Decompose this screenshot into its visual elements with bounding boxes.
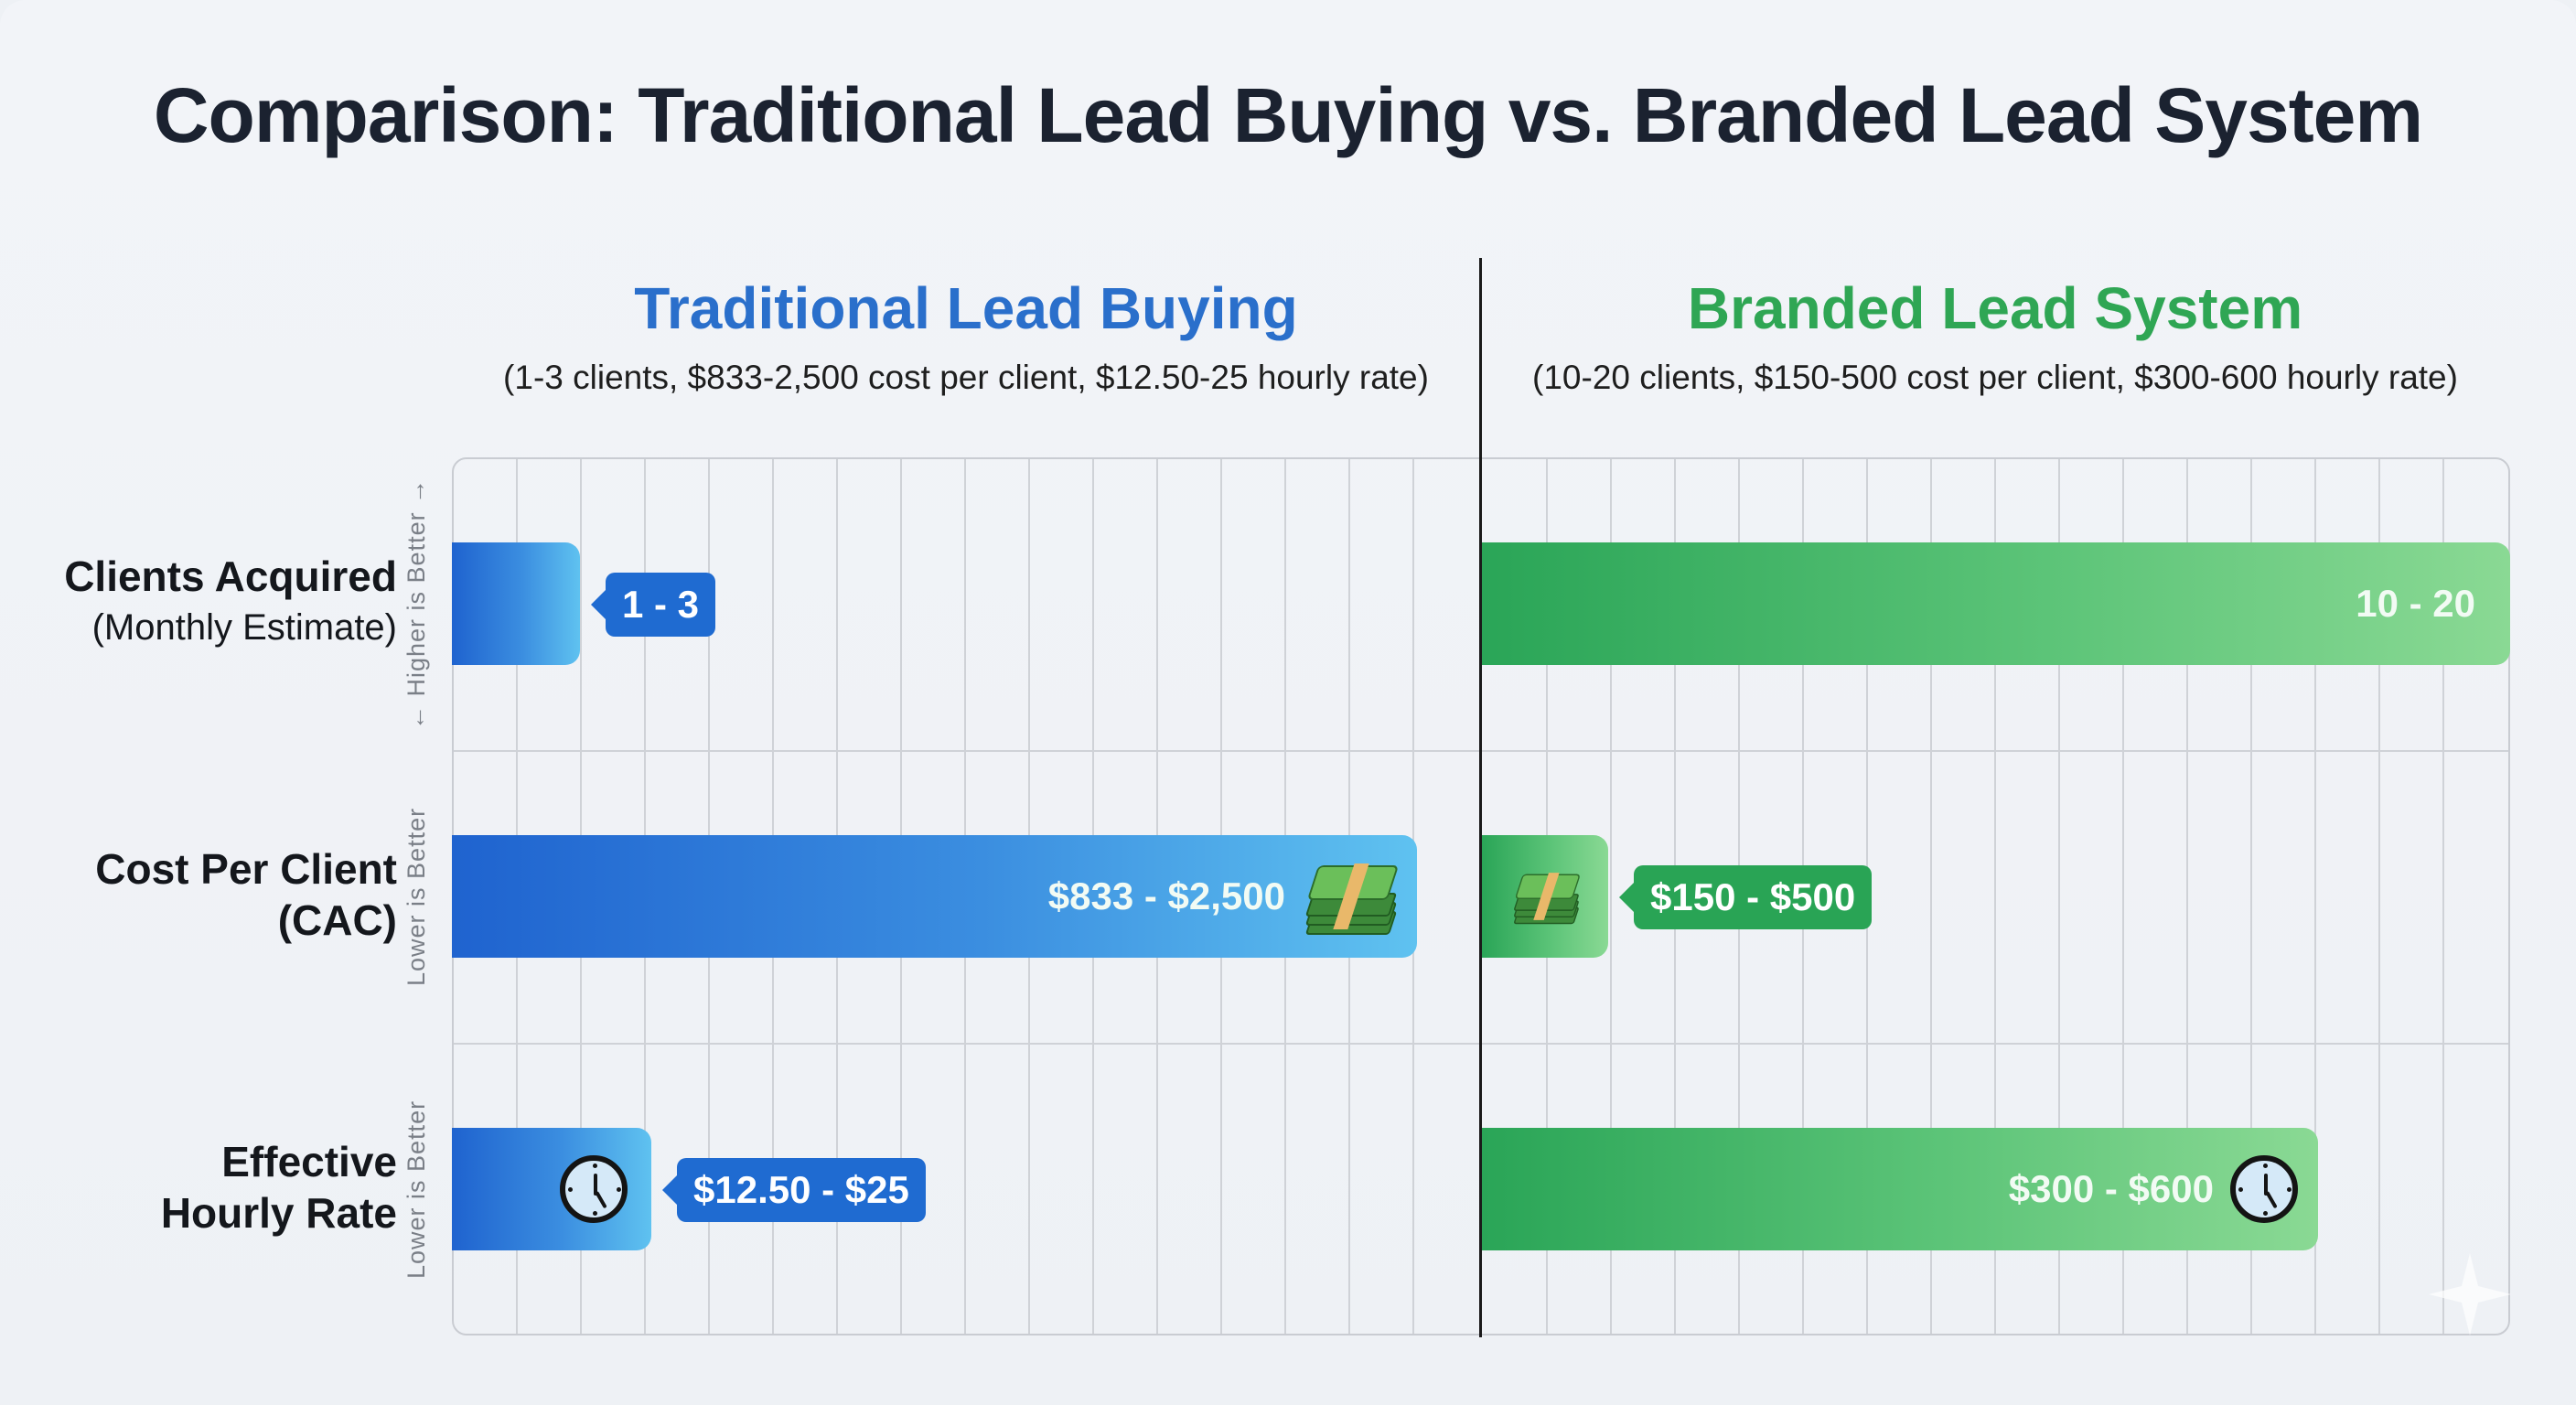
column-subtitle-traditional: (1-3 clients, $833-2,500 cost per client… [503,359,1429,396]
lower-is-better-note-cac: Lower is Better [402,807,430,986]
money-stack-icon [1302,860,1400,935]
column-title-branded: Branded Lead System [1687,275,2303,341]
bar-branded-hourly: $300 - $600 [1482,1128,2318,1250]
bar-traditional-cac: $833 - $2,500 [452,835,1417,958]
column-title-traditional: Traditional Lead Buying [634,275,1298,341]
clock-icon [2230,1155,2298,1223]
callout-traditional-clients: 1 - 3 [590,573,716,637]
clock-icon [560,1155,628,1223]
row-label-cost-per-client: Cost Per Client (CAC) [95,845,397,944]
row-label-effective-hourly-rate: Effective Hourly Rate [160,1138,397,1237]
lower-is-better-note-hourly: Lower is Better [402,1099,430,1279]
bar-branded-cac [1482,835,1608,958]
callout-branded-cac: $150 - $500 [1618,865,1873,929]
row-label-clients-acquired: Clients Acquired (Monthly Estimate) [64,552,397,648]
column-subtitle-branded: (10-20 clients, $150-500 cost per client… [1532,359,2458,396]
higher-is-better-note: ← Higher is Better → [402,477,430,730]
money-stack-icon [1511,870,1582,925]
bar-branded-clients: 10 - 20 [1482,542,2510,665]
callout-traditional-hourly: $12.50 - $25 [662,1158,926,1222]
bar-value-branded-clients: 10 - 20 [2356,582,2475,625]
bar-value-traditional-cac: $833 - $2,500 [1047,874,1285,917]
bar-traditional-clients [452,542,580,665]
bar-value-branded-hourly: $300 - $600 [2008,1167,2214,1210]
column-divider [1479,258,1482,1337]
page-title: Comparison: Traditional Lead Buying vs. … [153,72,2423,158]
bar-traditional-hourly [452,1128,651,1250]
